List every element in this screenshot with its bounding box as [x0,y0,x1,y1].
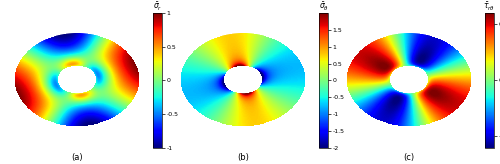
Text: (b): (b) [238,153,249,162]
Title: $\bar{\tau}_{r\theta}$: $\bar{\tau}_{r\theta}$ [484,1,496,13]
Text: (c): (c) [404,153,415,162]
Title: $\bar{\sigma}_r$: $\bar{\sigma}_r$ [153,1,162,13]
Text: (a): (a) [72,153,83,162]
Ellipse shape [392,68,427,93]
Title: $\bar{\sigma}_\theta$: $\bar{\sigma}_\theta$ [318,1,328,13]
Ellipse shape [60,68,95,93]
Ellipse shape [226,68,261,93]
